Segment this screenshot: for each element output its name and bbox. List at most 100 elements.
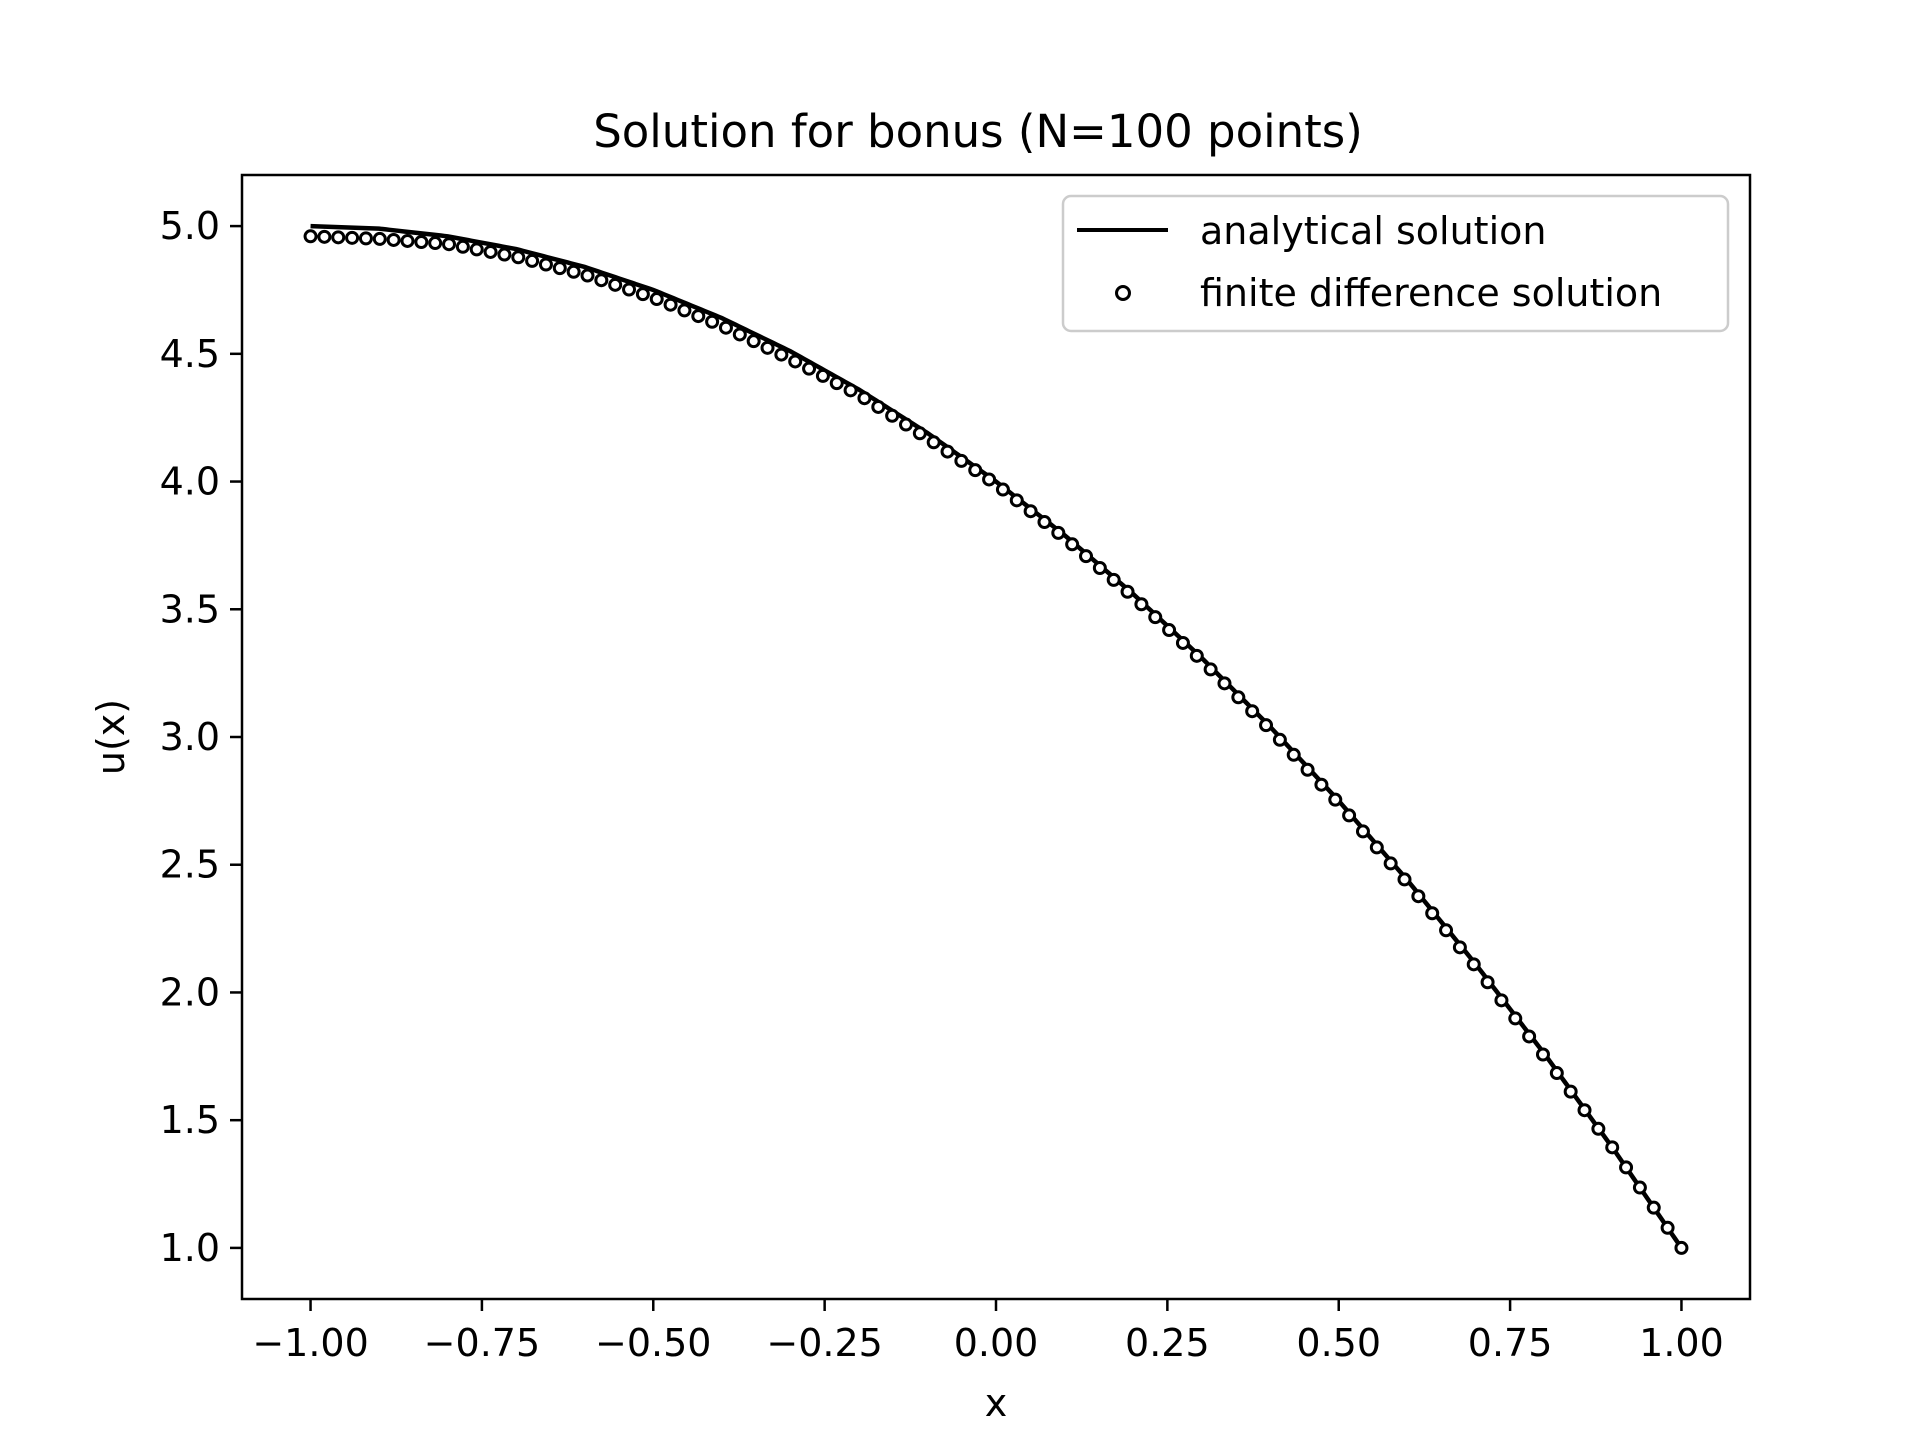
- data-point: [566, 264, 581, 279]
- data-point: [760, 340, 775, 355]
- data-point: [1051, 525, 1066, 540]
- data-point: [677, 303, 692, 318]
- data-point: [1120, 584, 1135, 599]
- y-tick-label: 2.0: [160, 970, 220, 1014]
- data-point: [469, 242, 484, 257]
- y-tick-label: 3.0: [160, 715, 220, 759]
- data-point: [1452, 940, 1467, 955]
- data-point: [317, 229, 332, 244]
- legend-frame: [1061, 194, 1730, 333]
- data-point: [1397, 872, 1412, 887]
- data-point: [511, 250, 526, 265]
- series-line-analytical: [310, 223, 1684, 1250]
- data-point: [788, 354, 803, 369]
- data-point: [829, 376, 844, 391]
- data-point: [774, 347, 789, 362]
- y-tick-label: 2.5: [160, 843, 220, 887]
- data-point: [1148, 610, 1163, 625]
- data-point: [525, 253, 540, 268]
- data-point: [1369, 840, 1384, 855]
- y-tick-label: 1.5: [160, 1098, 220, 1142]
- data-point: [428, 236, 443, 251]
- data-point: [1522, 1029, 1537, 1044]
- data-point: [898, 417, 913, 432]
- data-point: [732, 327, 747, 342]
- y-tick-label: 4.5: [160, 332, 220, 376]
- data-point: [1328, 792, 1343, 807]
- data-point: [414, 235, 429, 250]
- data-point: [608, 277, 623, 292]
- data-point: [1272, 732, 1287, 747]
- data-point: [1549, 1066, 1564, 1081]
- data-point: [857, 391, 872, 406]
- data-point: [968, 463, 983, 478]
- data-point: [843, 383, 858, 398]
- chart-title: Solution for bonus (N=100 points): [593, 105, 1363, 158]
- data-point: [331, 230, 346, 245]
- data-point: [1245, 704, 1260, 719]
- data-point: [1286, 747, 1301, 762]
- data-point: [497, 247, 512, 262]
- data-point: [1632, 1180, 1647, 1195]
- x-tick-label: −0.75: [424, 1321, 540, 1365]
- data-point: [940, 444, 955, 459]
- data-point: [1037, 515, 1052, 530]
- data-point: [1300, 762, 1315, 777]
- x-tick-label: −0.25: [766, 1321, 882, 1365]
- data-point: [1591, 1121, 1606, 1136]
- x-tick-label: −0.50: [595, 1321, 711, 1365]
- data-point: [1175, 635, 1190, 650]
- data-point: [1259, 718, 1274, 733]
- data-point: [386, 232, 401, 247]
- data-point: [538, 257, 553, 272]
- data-point: [663, 297, 678, 312]
- data-point: [483, 244, 498, 259]
- data-point: [1425, 906, 1440, 921]
- data-point: [1355, 824, 1370, 839]
- data-point: [705, 314, 720, 329]
- data-point: [1411, 889, 1426, 904]
- data-point: [1660, 1220, 1675, 1235]
- x-tick-label: 0.50: [1296, 1321, 1381, 1365]
- x-tick-label: 1.00: [1639, 1321, 1724, 1365]
- x-tick-label: 0.25: [1125, 1321, 1210, 1365]
- data-point: [1480, 975, 1495, 990]
- data-point: [1508, 1011, 1523, 1026]
- data-point: [1466, 957, 1481, 972]
- data-point: [1563, 1084, 1578, 1099]
- x-tick-label: 0.00: [954, 1321, 1039, 1365]
- y-axis-ticks: 1.0 1.5 2.0 2.5 3.0 3.5 4.0 4.5 5.0: [160, 204, 242, 1270]
- data-point: [1009, 493, 1024, 508]
- data-point: [1023, 504, 1038, 519]
- data-point: [871, 399, 886, 414]
- plot-area: −1.00 −0.75 −0.50 −0.25 0.00 0.25 0.50 0.75 1.00…: [160, 173, 1752, 1365]
- y-tick-label: 5.0: [160, 204, 220, 248]
- legend: analytical solution finite difference so…: [1061, 194, 1730, 333]
- data-point: [1314, 777, 1329, 792]
- data-point: [303, 229, 318, 244]
- y-tick-label: 3.5: [160, 587, 220, 631]
- data-point: [1092, 561, 1107, 576]
- data-point: [358, 231, 373, 246]
- data-point: [746, 334, 761, 349]
- data-point: [691, 309, 706, 324]
- data-point: [995, 482, 1010, 497]
- data-point: [1134, 597, 1149, 612]
- data-point: [926, 435, 941, 450]
- data-point: [649, 292, 664, 307]
- data-point: [455, 239, 470, 254]
- y-tick-label: 4.0: [160, 460, 220, 504]
- x-axis-ticks: −1.00 −0.75 −0.50 −0.25 0.00 0.25 0.50 0.75 1.00: [252, 1299, 1724, 1365]
- data-point: [580, 268, 595, 283]
- data-point: [1674, 1240, 1689, 1255]
- legend-label-finite-difference: finite difference solution: [1200, 271, 1662, 315]
- y-axis-label: u(x): [89, 699, 133, 775]
- data-point: [1231, 690, 1246, 705]
- data-point: [1383, 856, 1398, 871]
- data-point: [442, 237, 457, 252]
- data-point: [718, 320, 733, 335]
- data-point: [1535, 1047, 1550, 1062]
- data-point: [635, 287, 650, 302]
- data-point: [345, 230, 360, 245]
